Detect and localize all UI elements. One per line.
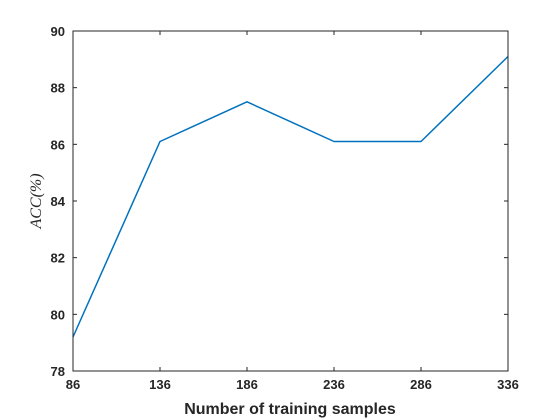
- series-line: [72, 55, 509, 338]
- y-tick-label: 80: [51, 307, 65, 322]
- y-axis-label: ACC(%): [28, 173, 45, 229]
- y-tick-label: 84: [51, 194, 66, 209]
- x-tick-label: 136: [149, 377, 171, 392]
- series-layer: [72, 55, 509, 338]
- x-tick-label: 86: [66, 377, 80, 392]
- y-tick-label: 90: [51, 24, 65, 39]
- y-tick-label: 88: [51, 81, 65, 96]
- y-tick-label: 78: [51, 364, 65, 379]
- y-tick-label: 82: [51, 251, 65, 266]
- x-tick-label: 236: [323, 377, 345, 392]
- x-tick-label: 186: [236, 377, 258, 392]
- x-tick-label: 336: [497, 377, 519, 392]
- x-tick-label: 286: [410, 377, 432, 392]
- axes-box: [72, 30, 509, 372]
- x-axis-label: Number of training samples: [184, 401, 396, 418]
- y-tick-label: 86: [51, 137, 65, 152]
- plot-area: [73, 31, 508, 371]
- tick-labels: 86 136 186 236 286 336 78 80 82 84 86 88 90: [51, 24, 519, 392]
